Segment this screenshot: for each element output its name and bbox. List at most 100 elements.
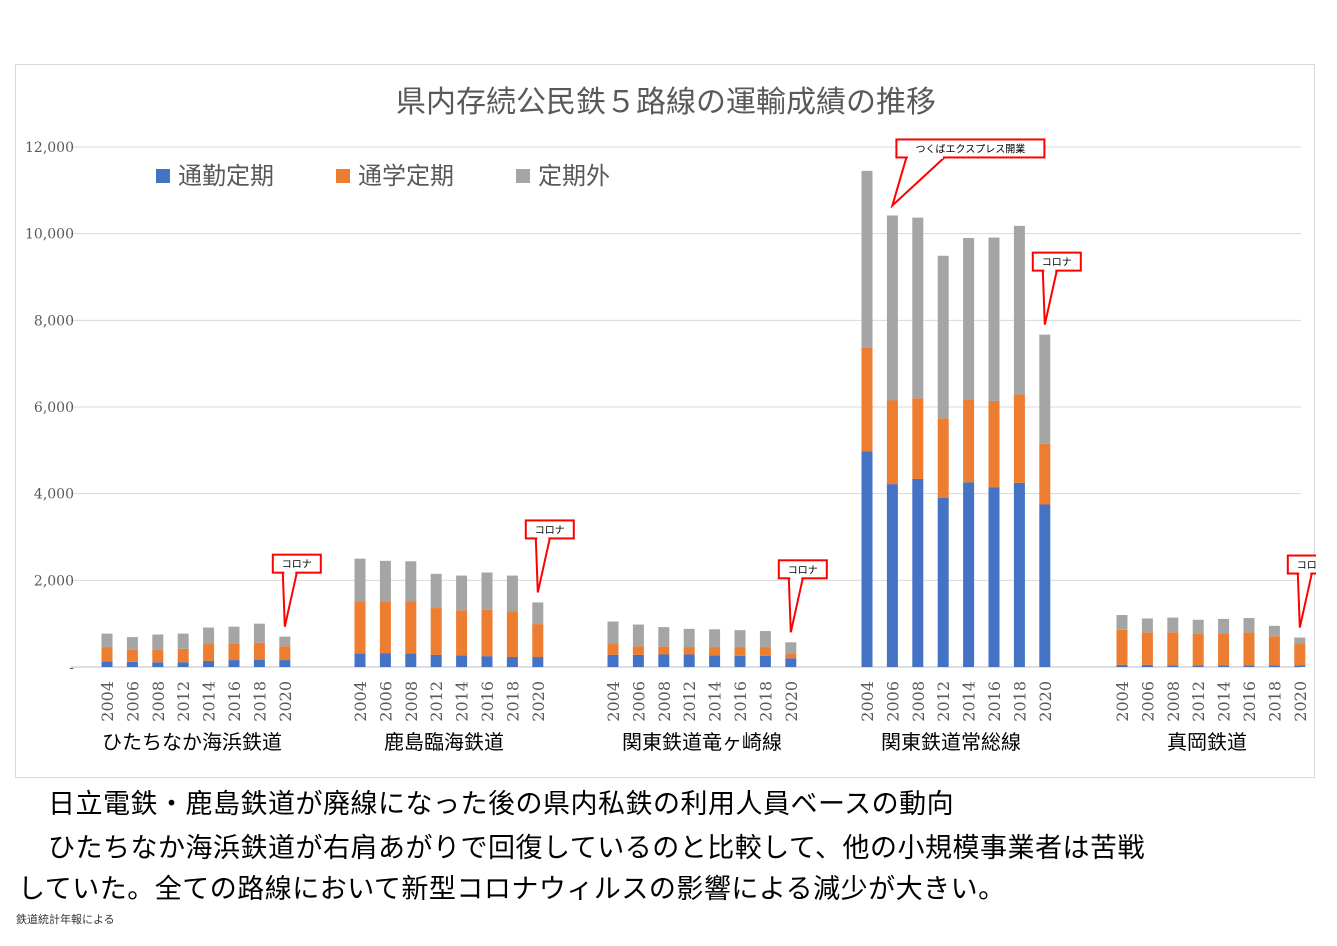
x-tick-label: 2012: [174, 681, 193, 722]
bar-school: [912, 398, 924, 479]
x-tick-label: 2004: [858, 681, 877, 722]
x-tick-label: 2018: [1010, 681, 1029, 722]
bar-other: [203, 627, 215, 645]
x-tick-label: 2004: [98, 681, 117, 722]
bar-commute: [988, 487, 1000, 667]
x-tick-label: 2020: [782, 681, 801, 722]
x-tick-label: 2006: [1138, 681, 1157, 722]
bar-school: [1192, 633, 1204, 666]
bar-school: [354, 601, 366, 654]
bar-other: [1268, 625, 1280, 637]
x-tick-label: 2018: [503, 681, 522, 722]
bar-school: [506, 611, 518, 658]
bar-commute: [1268, 665, 1280, 667]
legend-label: 定期外: [538, 162, 610, 190]
x-tick-label: 2012: [680, 681, 699, 722]
bar-school: [481, 609, 493, 657]
callout-box: [1031, 251, 1082, 272]
bar-commute: [203, 660, 215, 667]
callout-pointer: [890, 156, 947, 209]
bar-other: [228, 626, 240, 644]
legend-swatch: [336, 169, 350, 183]
bar-commute: [632, 654, 644, 667]
x-tick-label: 2014: [200, 681, 219, 722]
callout-pointer: [1041, 269, 1059, 325]
x-tick-label: 2018: [250, 681, 269, 722]
bar-commute: [506, 657, 518, 667]
x-tick-label: 2004: [351, 681, 370, 722]
bar-school: [861, 347, 873, 452]
bar-school: [456, 610, 468, 656]
bar-school: [632, 646, 644, 655]
bar-commute: [354, 653, 366, 667]
callout-box: [524, 519, 575, 540]
bar-other: [759, 631, 771, 648]
bar-other: [861, 170, 873, 348]
x-tick-label: 2012: [934, 681, 953, 722]
bar-school: [430, 608, 442, 655]
bar-commute: [177, 662, 189, 667]
x-tick-label: 2006: [123, 681, 142, 722]
group-label: 真岡鉄道: [1167, 730, 1247, 754]
bar-other: [1141, 618, 1153, 633]
bar-other: [152, 634, 164, 650]
bar-school: [607, 644, 619, 655]
x-tick-label: 2006: [376, 681, 395, 722]
bar-school: [379, 601, 391, 654]
x-tick-label: 2016: [1240, 681, 1259, 722]
bar-school: [101, 647, 113, 662]
bar-commute: [912, 478, 924, 667]
bar-other: [963, 238, 975, 400]
bar-commute: [1218, 665, 1230, 667]
bar-school: [1116, 629, 1128, 665]
bar-other: [937, 255, 949, 419]
bar-other: [632, 624, 644, 647]
bar-commute: [379, 653, 391, 667]
bar-other: [456, 575, 468, 611]
bar-school: [203, 644, 215, 661]
bar-commute: [861, 451, 873, 667]
bar-other: [405, 561, 417, 602]
chart-frame: 県内存続公民鉄５路線の運輸成績の推移 - 2,000 4,000 6,000 8,000 1…: [15, 64, 1316, 778]
callout-box: [777, 559, 828, 580]
callout-pointer: [1296, 572, 1314, 628]
source-note: 鉄道統計年報による: [16, 913, 115, 926]
bar-school: [1141, 632, 1153, 665]
legend-swatch: [516, 169, 530, 183]
bar-commute: [785, 658, 797, 667]
x-tick-label: 2014: [706, 681, 725, 722]
bar-commute: [405, 653, 417, 667]
bar-commute: [430, 654, 442, 667]
x-tick-label: 2012: [1189, 681, 1208, 722]
bar-other: [709, 629, 721, 648]
x-tick-label: 2014: [453, 681, 472, 722]
x-tick-label: 2016: [985, 681, 1004, 722]
bar-other: [1039, 334, 1051, 444]
x-tick-label: 2020: [276, 681, 295, 722]
caption-line-1: 日立電鉄・鹿島鉄道が廃線になった後の県内私鉄の利用人員ベースの動向: [48, 789, 955, 820]
x-tick-label: 2008: [149, 681, 168, 722]
bar-school: [1167, 632, 1179, 666]
x-tick-label: 2018: [1265, 681, 1284, 722]
bar-school: [937, 418, 949, 498]
bar-commute: [532, 657, 544, 667]
bar-commute: [152, 662, 164, 667]
caption-line-2: ひたちなか海浜鉄道が右肩あがりで回復しているのと比較して、他の小規模事業者は苦戦: [48, 833, 1146, 864]
bar-school: [228, 643, 240, 661]
bar-other: [1167, 617, 1179, 633]
x-tick-label: 2004: [604, 681, 623, 722]
x-tick-label: 2008: [655, 681, 674, 722]
y-tick-label: 2,000: [34, 573, 74, 589]
bar-other: [1116, 615, 1128, 630]
bar-commute: [683, 654, 695, 667]
x-tick-label: 2020: [529, 681, 548, 722]
x-tick-label: 2016: [225, 681, 244, 722]
callout-pointer: [534, 537, 552, 593]
bar-other: [988, 237, 1000, 401]
group-label: 関東鉄道竜ヶ崎線: [622, 730, 782, 754]
bar-commute: [963, 482, 975, 667]
bar-commute: [253, 659, 265, 667]
callout-pointer: [787, 577, 805, 633]
bar-other: [430, 573, 442, 609]
bar-commute: [1039, 504, 1051, 667]
